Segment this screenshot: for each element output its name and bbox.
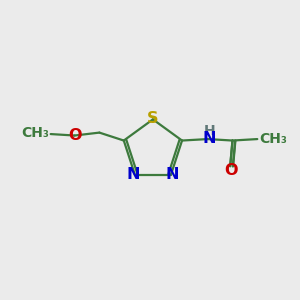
Text: N: N [202, 131, 216, 146]
Text: CH₃: CH₃ [21, 127, 49, 140]
Text: S: S [147, 111, 159, 126]
Text: O: O [224, 163, 238, 178]
Text: O: O [68, 128, 81, 143]
Text: N: N [127, 167, 140, 182]
Text: CH₃: CH₃ [259, 132, 286, 146]
Text: N: N [166, 167, 179, 182]
Text: H: H [203, 124, 215, 138]
